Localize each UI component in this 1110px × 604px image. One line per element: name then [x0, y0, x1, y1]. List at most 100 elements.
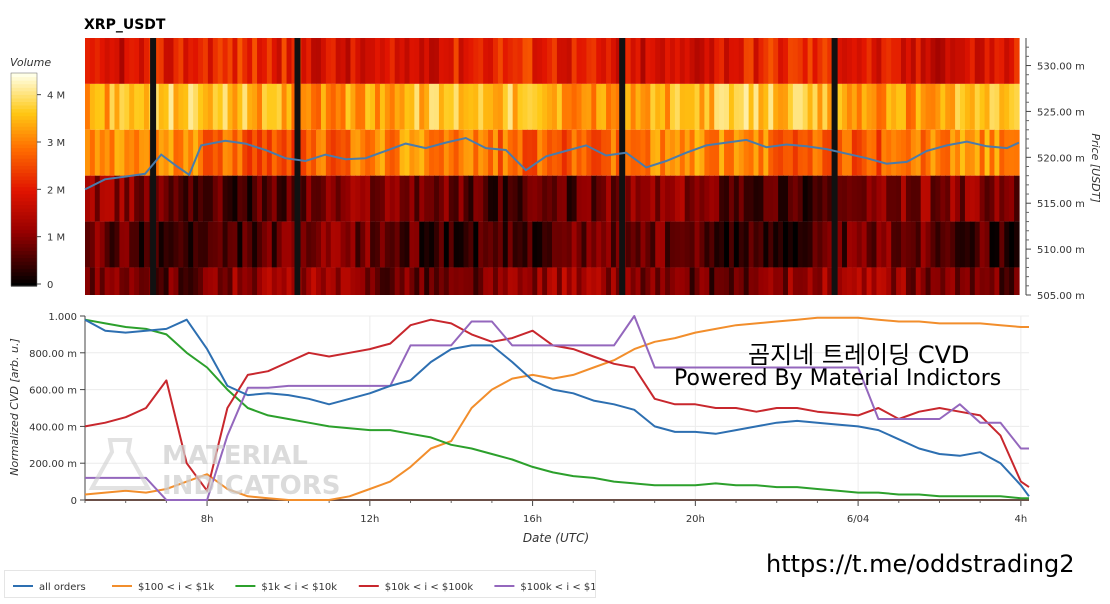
- heatmap-cell: [202, 83, 209, 130]
- heatmap-cell: [601, 38, 607, 84]
- heatmap-cell: [930, 129, 937, 176]
- heatmap-cell: [365, 221, 371, 268]
- heatmap-cell: [886, 83, 892, 130]
- colorbar-segment: [11, 183, 37, 188]
- heatmap-cell: [581, 175, 588, 222]
- heatmap-cell: [689, 221, 696, 268]
- heatmap-cell: [891, 83, 897, 130]
- heatmap-cell: [365, 38, 371, 84]
- heatmap-cell: [301, 38, 307, 84]
- heatmap-cell: [316, 221, 322, 268]
- heatmap-cell: [325, 221, 332, 268]
- colorbar-segment: [11, 222, 37, 227]
- heatmap-cell: [783, 221, 789, 268]
- heatmap-cell: [694, 83, 701, 130]
- heatmap-cell: [571, 83, 578, 130]
- heatmap-cell: [237, 221, 243, 268]
- colorbar-segment: [11, 73, 37, 78]
- heatmap-cell: [212, 267, 219, 295]
- heatmap-cell: [134, 267, 140, 295]
- heatmap-cell: [404, 175, 411, 222]
- heatmap-cell: [994, 129, 1000, 176]
- heatmap-cell: [866, 175, 873, 222]
- colorbar-segment: [11, 246, 37, 252]
- overlay-title: 곰지네 트레이딩 CVD: [748, 341, 970, 369]
- heatmap-cell: [743, 221, 750, 268]
- heatmap-cell: [424, 83, 430, 130]
- heatmap-cell: [812, 83, 819, 130]
- colorbar-segment: [11, 257, 37, 262]
- heatmap-cell: [507, 38, 514, 84]
- heatmap-cell: [497, 221, 504, 268]
- heatmap-cell: [340, 175, 347, 222]
- heatmap-cell: [552, 221, 558, 268]
- heatmap-cell: [601, 83, 607, 130]
- heatmap-cell: [601, 267, 607, 295]
- heatmap-cell: [674, 129, 681, 176]
- heatmap-cell: [728, 221, 735, 268]
- heatmap-cell: [763, 221, 769, 268]
- heatmap-cell: [247, 83, 253, 130]
- heatmap-cell: [704, 267, 710, 295]
- heatmap-cell: [979, 38, 986, 84]
- heatmap-cell: [660, 129, 666, 176]
- heatmap-cell: [384, 221, 391, 268]
- heatmap-cell: [896, 175, 902, 222]
- heatmap-cell: [453, 129, 460, 176]
- heatmap-cell: [488, 267, 494, 295]
- colorbar-segment: [11, 190, 37, 195]
- heatmap-cell: [778, 38, 784, 84]
- heatmap-cell: [134, 129, 140, 176]
- heatmap-cell: [527, 129, 533, 176]
- heatmap-cell: [404, 83, 411, 130]
- colorbar-segment: [11, 207, 37, 213]
- heatmap-cell: [340, 38, 347, 84]
- heatmap-cell: [153, 267, 160, 295]
- heatmap-cell: [537, 38, 543, 84]
- heatmap-cell: [89, 267, 96, 295]
- heatmap-cell: [379, 175, 386, 222]
- heatmap-cell: [974, 175, 981, 222]
- heatmap-cell: [448, 221, 455, 268]
- heatmap-cell: [434, 83, 440, 130]
- heatmap-cell: [242, 267, 248, 295]
- heatmap-cell: [139, 175, 145, 222]
- heatmap-cell: [143, 221, 150, 268]
- heatmap-cell: [925, 221, 932, 268]
- heatmap-cell: [792, 83, 799, 130]
- heatmap-cell: [434, 221, 440, 268]
- heatmap-cell: [896, 38, 902, 84]
- heatmap-cell: [355, 38, 361, 84]
- heatmap-cell: [955, 38, 961, 84]
- heatmap-cell: [119, 83, 125, 130]
- heatmap-cell: [468, 267, 474, 295]
- heatmap-cell: [719, 221, 725, 268]
- heatmap-cell: [532, 129, 538, 176]
- colorbar-segment: [11, 271, 37, 276]
- heatmap-cell: [522, 83, 529, 130]
- heatmap-cell: [109, 175, 116, 222]
- heatmap-cell: [89, 38, 96, 84]
- heatmap-cell: [945, 83, 951, 130]
- heatmap-cell: [443, 175, 450, 222]
- heatmap-cell: [173, 83, 179, 130]
- heatmap-cell: [119, 38, 125, 84]
- heatmap-cell: [606, 267, 612, 295]
- heatmap-cell: [168, 83, 175, 130]
- heatmap-cell: [104, 221, 111, 268]
- heatmap-cell: [1004, 175, 1010, 222]
- heatmap-cell: [497, 267, 504, 295]
- telegram-link[interactable]: https://t.me/oddstrading2: [766, 550, 1075, 578]
- heatmap-cell: [271, 83, 278, 130]
- heatmap-cell: [930, 221, 937, 268]
- heatmap-cell: [350, 221, 356, 268]
- heatmap-cell: [901, 175, 907, 222]
- heatmap-cell: [522, 129, 529, 176]
- heatmap-cell: [473, 129, 479, 176]
- heatmap-cell: [507, 267, 514, 295]
- heatmap-cell: [571, 267, 578, 295]
- heatmap-cell: [891, 267, 897, 295]
- heatmap-cell: [940, 129, 946, 176]
- heatmap-cell: [306, 129, 312, 176]
- heatmap-cell: [99, 129, 106, 176]
